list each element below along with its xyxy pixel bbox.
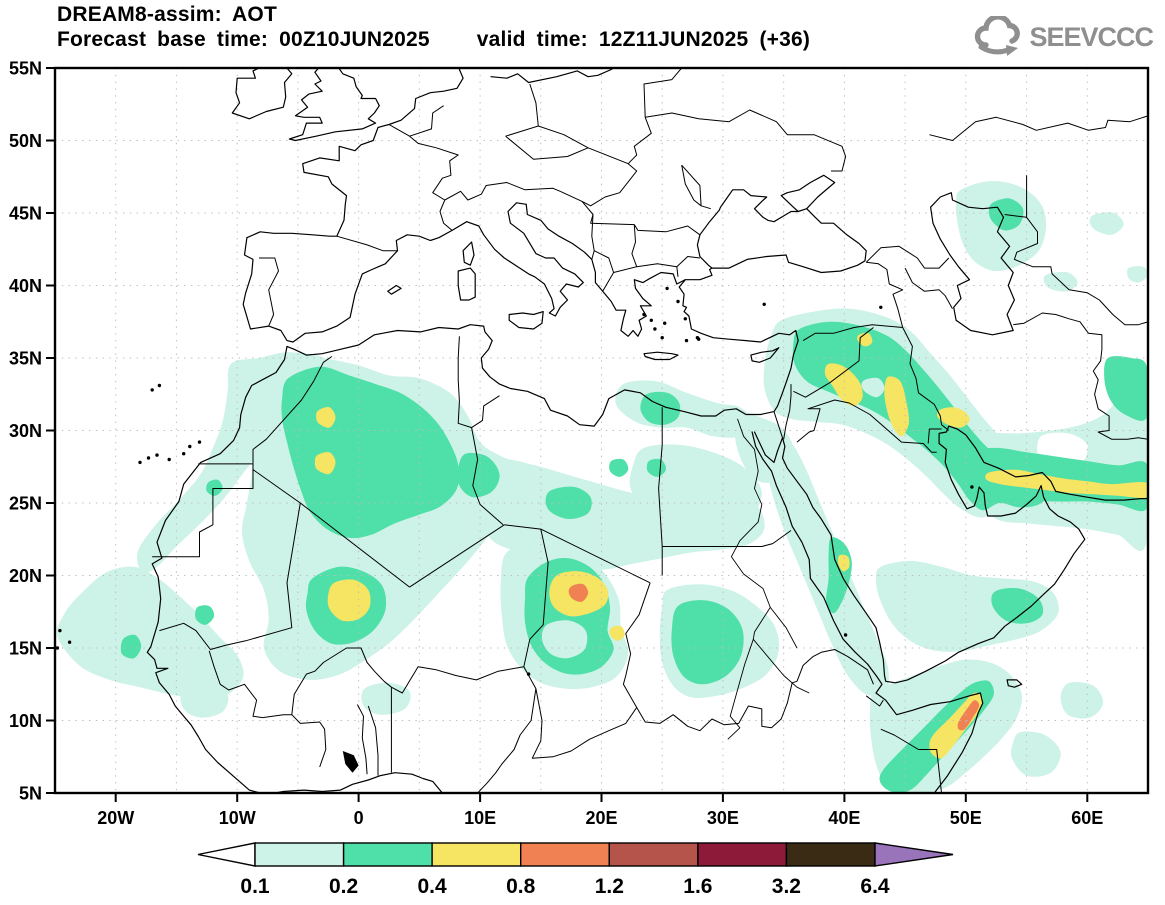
lat-tick-label: 30N (9, 421, 42, 441)
lon-tick-label: 30E (707, 808, 739, 828)
aot-region-iraq-yellow-central (884, 376, 909, 437)
aot-region-sw-egypt-dot-2 (646, 458, 666, 477)
axes: 55N 50N 45N 40N 35N 30N 25N 20N 15N 10N 5N 20W 10W 0 1… (9, 59, 1103, 829)
aot-region-indian-ocean-speck-2 (1060, 681, 1104, 719)
aot-region-sahel-central-speck (361, 682, 411, 715)
colorbar-bin-4 (608, 842, 699, 867)
lon-tick-label: 40E (828, 808, 860, 828)
seevccc-logo: SEEVCCC (973, 16, 1154, 58)
aot-region-red-sea-band (761, 424, 889, 696)
colorbar: 0.1 0.2 0.4 0.8 1.2 1.6 3.2 6.4 (197, 842, 954, 898)
colorbar-label: 6.4 (860, 875, 890, 898)
aot-region-sudan-green (671, 600, 744, 685)
aot-region-atlantic-senegal (56, 566, 244, 699)
lat-tick-label: 40N (9, 276, 42, 296)
aot-region-se-libya-green (545, 486, 592, 520)
colorbar-bin-0 (254, 842, 345, 867)
colorbar-over-arrow (874, 842, 954, 867)
aot-region-wsahara-border-speck (206, 479, 223, 496)
colorbar-label: 3.2 (772, 875, 801, 898)
lon-tick-label: 10E (464, 808, 496, 828)
country-borders (152, 68, 1148, 793)
aot-region-chad-yellow-east-dot (609, 625, 625, 641)
valid-time: valid time: 12Z11JUN2025 (+36) (476, 28, 811, 51)
cloud-arrow-icon (975, 16, 1021, 56)
aot-region-kuwait-yellow (937, 407, 970, 428)
aot-region-yemen-oman (875, 561, 1059, 652)
aot-region-mauritania-spot (195, 605, 215, 625)
map-layers (55, 68, 1148, 793)
aot-region-iraq-yellow-west (824, 363, 863, 406)
colorbar-bin-2 (431, 842, 522, 867)
aot-region-libya-egypt-south-band (473, 459, 765, 570)
aot-region-chad-interior-cyan (541, 620, 588, 659)
plot-subtitle: Forecast base time: 00Z10JUN2025 valid t… (57, 27, 810, 52)
colorbar-bin-1 (342, 842, 433, 867)
colorbar-label: 1.2 (595, 875, 624, 898)
rivers (727, 418, 810, 740)
lat-tick-label: 15N (9, 639, 42, 659)
aot-region-turkey-border-yellow-dot (857, 332, 873, 347)
lat-tick-label: 55N (9, 59, 42, 79)
forecast-base-time: Forecast base time: 00Z10JUN2025 (57, 28, 430, 51)
lon-tick-label: 20W (97, 808, 134, 828)
aot-region-turkmen-speck-2 (1089, 212, 1124, 235)
colorbar-label: 1.6 (683, 875, 712, 898)
colorbar-bin-3 (520, 842, 611, 867)
lon-tick-label: 10W (219, 808, 256, 828)
colorbar-label: 0.8 (506, 875, 536, 898)
colorbar-label: 0.1 (240, 875, 270, 898)
colorbar-bin-5 (697, 842, 788, 867)
aot-region-indian-ocean-speck-1 (1011, 731, 1061, 777)
lon-tick-label: 50E (950, 808, 982, 828)
plot-header: DREAM8-assim: AOT Forecast base time: 00… (57, 2, 810, 52)
colorbar-label: 0.4 (417, 875, 447, 898)
islands-and-lakes (55, 286, 974, 773)
lon-tick-label: 60E (1071, 808, 1103, 828)
aot-region-algeria-green-east-lobe (457, 452, 500, 498)
lat-tick-label: 50N (9, 131, 42, 151)
lon-tick-label: 0 (354, 808, 364, 828)
plot-title: DREAM8-assim: AOT (57, 3, 277, 26)
aot-region-edge-speck (1127, 266, 1148, 283)
aot-region-sw-egypt-dot-1 (609, 458, 629, 477)
aot-region-sahel-west-speck (180, 685, 229, 718)
aot-region-algeria-yellow-north (316, 407, 336, 428)
colorbar-bin-6 (785, 842, 876, 867)
aot-region-redsea-yellow-dot (837, 554, 850, 572)
aot-region-algeria-yellow-south (314, 451, 336, 475)
lat-tick-label: 25N (9, 494, 42, 514)
aot-region-iran-coast-yellow (985, 469, 1148, 498)
lat-tick-label: 5N (19, 784, 42, 804)
lat-tick-label: 20N (9, 566, 42, 586)
logo-text: SEEVCCC (1029, 21, 1154, 52)
coastlines (146, 68, 1148, 793)
aot-region-chad-orange (568, 583, 589, 602)
lat-tick-label: 10N (9, 711, 42, 731)
aot-region-dhofar-green (991, 588, 1044, 624)
aot-region-iraq-cyan-notch (861, 377, 885, 398)
aot-region-ne-corner-green (1104, 356, 1148, 421)
aot-region-senegal-coast-spot (120, 634, 142, 659)
lat-tick-label: 45N (9, 204, 42, 224)
colorbar-label: 0.2 (329, 875, 358, 898)
aot-region-mali-yellow (327, 579, 371, 622)
aot-region-somalia-orange (957, 700, 980, 731)
colorbar-under-arrow (197, 842, 256, 867)
lon-tick-label: 20E (585, 808, 617, 828)
aot-contour-fills (56, 181, 1148, 793)
lat-tick-label: 35N (9, 349, 42, 369)
